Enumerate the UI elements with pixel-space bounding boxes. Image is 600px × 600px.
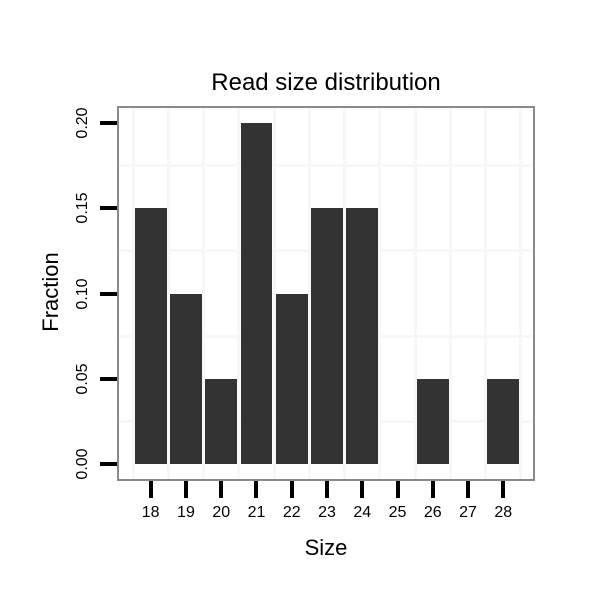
y-tick (100, 291, 117, 296)
x-tick-label: 26 (423, 504, 442, 521)
x-tick-label: 20 (212, 504, 231, 521)
x-axis-title: Size (304, 535, 348, 560)
x-tick (466, 481, 471, 498)
y-tick (100, 206, 117, 211)
y-tick (100, 461, 117, 466)
gridline-vertical (378, 106, 382, 481)
x-tick (501, 481, 506, 498)
x-tick-label: 24 (353, 504, 372, 521)
y-tick-label-text: 0.00 (74, 448, 91, 480)
gridline-vertical (272, 106, 276, 481)
x-tick (395, 481, 400, 498)
gridline-vertical (131, 106, 135, 481)
y-axis-title-text: Fraction (38, 252, 63, 332)
x-tick-label: 22 (282, 504, 301, 521)
x-tick-label: 27 (459, 504, 477, 521)
x-tick (360, 481, 365, 498)
x-tick (430, 481, 435, 498)
gridline-vertical (307, 106, 311, 481)
gridline-vertical (448, 106, 452, 481)
gridline-vertical (237, 106, 241, 481)
x-tick-label: 28 (494, 504, 513, 521)
x-tick (183, 481, 188, 498)
x-tick-label: 19 (177, 504, 195, 521)
x-tick-label: 23 (318, 504, 336, 521)
x-tick (219, 481, 224, 498)
x-tick-label: 18 (141, 504, 160, 521)
bar-18 (134, 208, 167, 464)
bar-19 (170, 293, 202, 464)
gridline-vertical (519, 106, 523, 481)
bar-22 (275, 293, 308, 464)
gridline-vertical (343, 106, 347, 481)
y-tick (100, 376, 117, 381)
y-tick-label-text: 0.10 (74, 277, 91, 310)
x-tick (289, 481, 294, 498)
bar-26 (416, 378, 449, 464)
bar-23 (311, 208, 343, 464)
x-tick (148, 481, 153, 498)
gridline-vertical (484, 106, 488, 481)
y-tick (100, 121, 117, 126)
gridline-vertical (413, 106, 417, 481)
y-tick-label-text: 0.20 (74, 107, 91, 139)
y-tick-label-text: 0.15 (74, 192, 91, 224)
x-tick-label: 25 (388, 504, 407, 521)
gridline-vertical (166, 106, 170, 481)
panel-frame (117, 106, 535, 481)
gridline-vertical (202, 106, 206, 481)
y-tick-label-text: 0.05 (74, 363, 91, 395)
x-tick-label: 21 (247, 504, 266, 521)
x-tick (325, 481, 329, 498)
bar-24 (346, 208, 379, 464)
bar-21 (240, 123, 273, 464)
bar-20 (205, 378, 238, 464)
gridline-horizontal (117, 164, 535, 168)
chart-title: Read size distribution (211, 69, 441, 96)
x-tick (254, 481, 259, 498)
bar-28 (487, 378, 520, 464)
